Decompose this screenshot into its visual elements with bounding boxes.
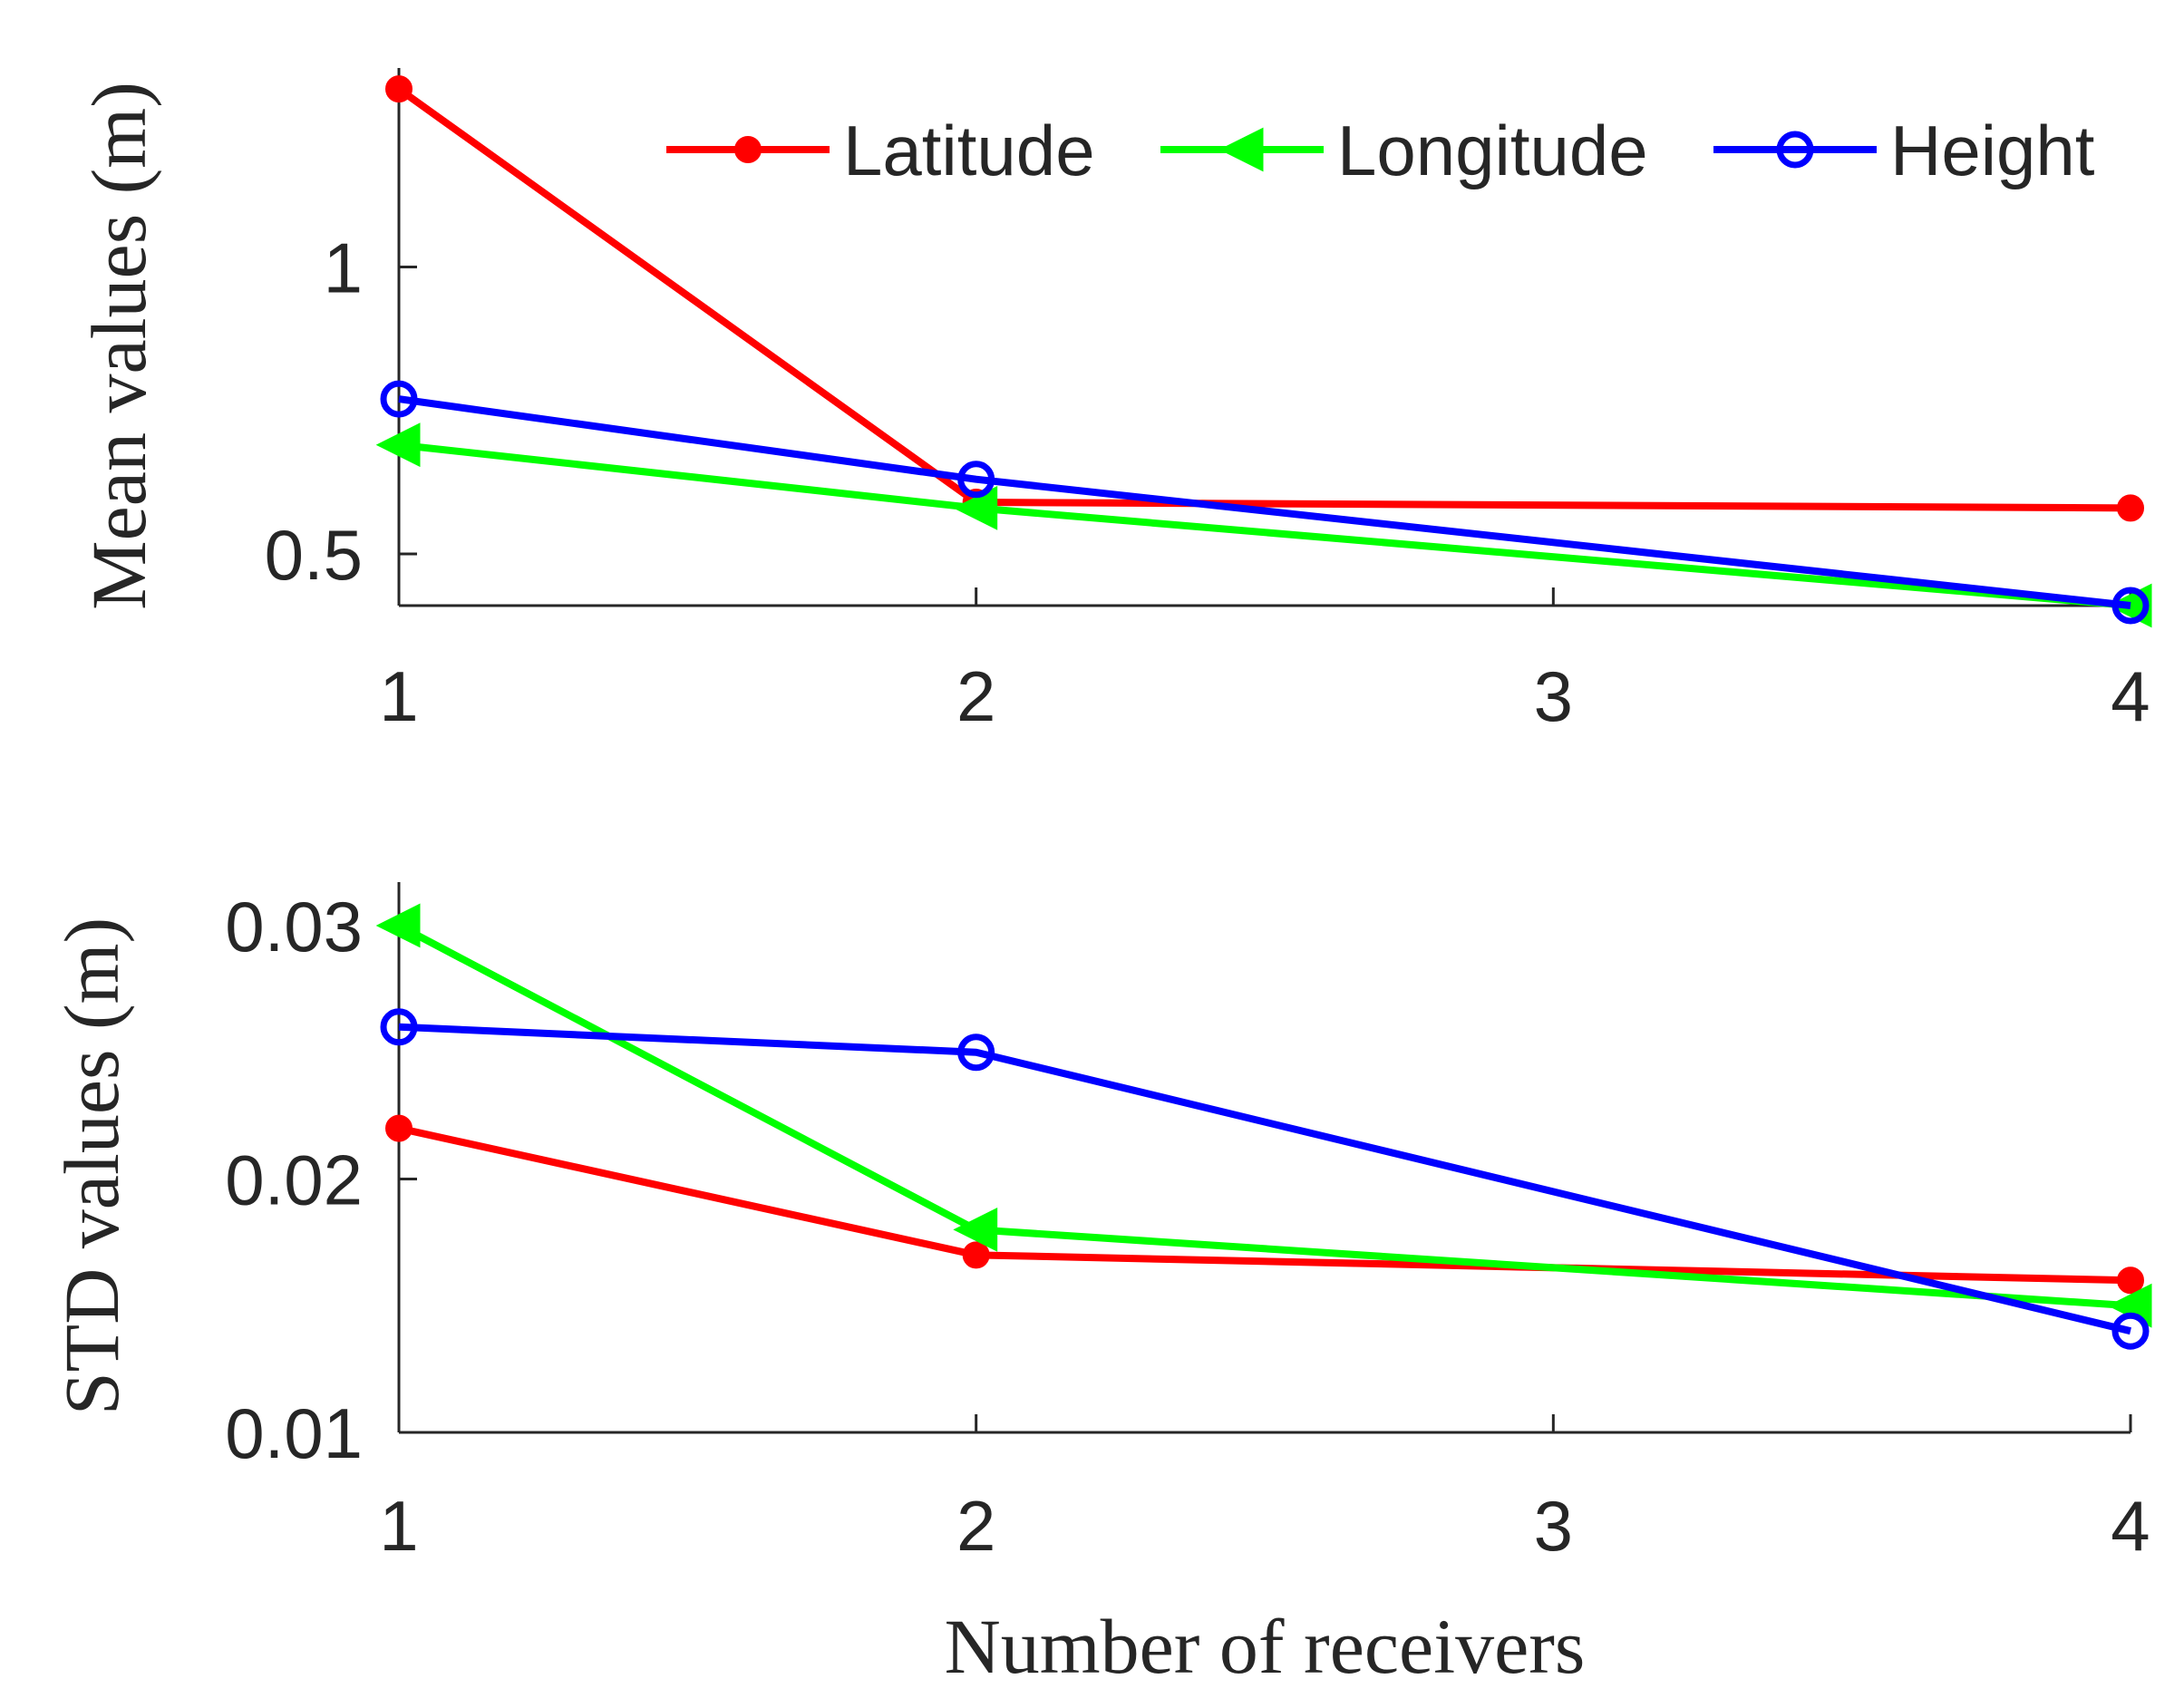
x-tick-label: 4: [2111, 656, 2150, 736]
legend-label-latitude: Latitude: [843, 111, 1095, 190]
std-values-panel: 1 2 3 4 0.01 0.02 0.03 STD values (m) Number of …: [48, 882, 2152, 1690]
x-tick-label: 2: [956, 1486, 995, 1566]
data-point-height: [2111, 1312, 2150, 1350]
data-point-latitude: [2117, 1266, 2144, 1295]
data-point-height: [957, 1034, 995, 1072]
data-point-latitude: [962, 1241, 990, 1269]
x-tick-label: 3: [1534, 656, 1573, 736]
y-tick-label: 1: [324, 228, 363, 307]
y-axis-title: Mean values (m): [75, 82, 162, 610]
data-point-latitude: [2117, 494, 2144, 522]
series-line-height: [398, 1023, 2131, 1335]
data-point-height: [380, 380, 418, 418]
data-point-latitude: [385, 75, 413, 103]
data-point-longitude: [375, 903, 421, 948]
legend-label-height: Height: [1890, 111, 2095, 190]
data-point-longitude: [953, 485, 998, 530]
x-tick-label: 4: [2111, 1486, 2150, 1566]
x-tick-label: 3: [1534, 1486, 1573, 1566]
y-tick-label: 0.02: [225, 1140, 363, 1219]
x-tick-label: 2: [956, 656, 995, 736]
series-line-longitude: [397, 922, 2131, 1310]
y-tick-label: 0.03: [225, 887, 363, 966]
legend-label-longitude: Longitude: [1337, 111, 1648, 190]
series-line-height: [398, 395, 2131, 609]
legend-marker-latitude: [734, 136, 762, 163]
legend-marker-height: [1776, 131, 1814, 169]
x-axis-title: Number of receivers: [945, 1603, 1586, 1690]
x-tick-label: 1: [379, 1486, 418, 1566]
data-point-height: [957, 461, 995, 499]
data-point-height: [2111, 587, 2150, 625]
data-point-height: [380, 1008, 418, 1046]
x-tick-label: 1: [379, 656, 418, 736]
y-axis-title: STD values (m): [48, 917, 135, 1415]
series-line-longitude: [398, 441, 2131, 609]
data-point-longitude: [375, 422, 421, 468]
legend: Latitude Longitude Height: [666, 111, 2095, 190]
series-line-latitude: [398, 1124, 2131, 1285]
data-point-latitude: [385, 1114, 413, 1142]
data-point-longitude: [953, 1207, 998, 1252]
y-tick-label: 0.5: [265, 515, 363, 595]
legend-marker-longitude: [1218, 127, 1264, 172]
y-tick-label: 0.01: [225, 1393, 363, 1473]
